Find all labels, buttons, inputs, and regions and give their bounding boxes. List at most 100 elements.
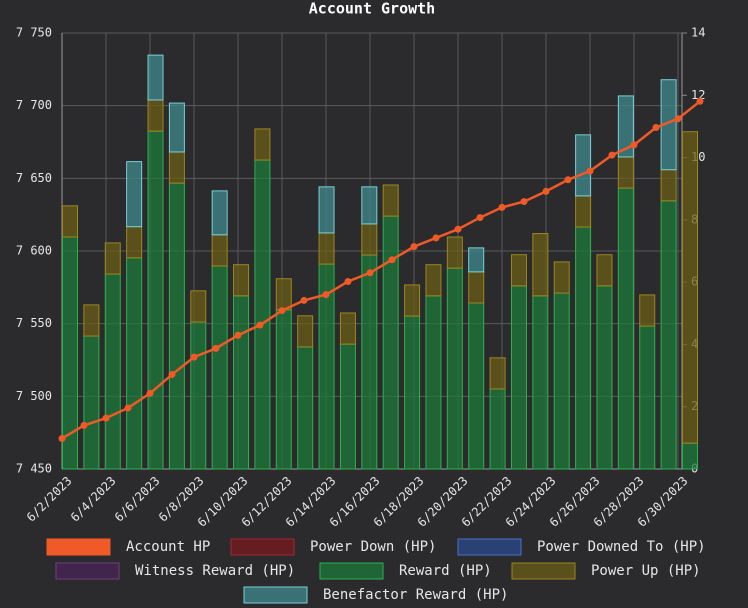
- legend-swatch: [230, 538, 295, 556]
- bar-segment: [297, 346, 314, 470]
- legend-swatch: [243, 586, 308, 604]
- bar-segment: [339, 343, 356, 470]
- line-point: [256, 321, 264, 329]
- legend-label: Power Down (HP): [310, 539, 436, 555]
- bar-segment: [254, 128, 271, 161]
- bar-segment: [575, 226, 592, 470]
- y2-tick-label: 14: [691, 26, 705, 40]
- line-point: [124, 404, 132, 412]
- bar-segment: [510, 285, 527, 470]
- y-tick-label: 7 700: [16, 98, 52, 112]
- bar-segment: [275, 278, 292, 311]
- bar-segment: [446, 267, 463, 470]
- line-point: [102, 414, 110, 422]
- bar-segment: [382, 184, 399, 217]
- bar-segment: [682, 442, 698, 470]
- legend-swatch: [319, 562, 384, 580]
- bar-segment: [233, 264, 250, 297]
- bar-segment: [553, 261, 570, 294]
- bar-segment: [62, 205, 78, 238]
- legend-label: Reward (HP): [399, 563, 492, 579]
- bar-segment: [104, 273, 121, 470]
- line-point: [58, 434, 66, 442]
- line-point: [674, 115, 682, 123]
- line-point: [80, 421, 88, 429]
- y-tick-label: 7 450: [16, 462, 52, 476]
- line-point: [608, 151, 616, 159]
- line-point: [190, 353, 198, 361]
- bar-segment: [83, 304, 100, 337]
- line-point: [410, 243, 418, 251]
- line-point: [586, 167, 594, 175]
- line-point: [696, 97, 704, 105]
- y-tick-label: 7 600: [16, 244, 52, 258]
- bar-segment: [489, 357, 506, 390]
- bar-segment: [168, 102, 185, 153]
- bar-segment: [425, 264, 442, 297]
- bar-segment: [553, 292, 570, 470]
- legend-label: Witness Reward (HP): [135, 563, 295, 579]
- bar-segment: [147, 54, 164, 101]
- bar-segment: [318, 186, 335, 234]
- bar-segment: [147, 130, 164, 470]
- line-point: [168, 371, 176, 379]
- bar-segment: [596, 285, 613, 470]
- bar-segment: [639, 325, 656, 470]
- bar-segment: [233, 295, 250, 470]
- y-tick-label: 7 500: [16, 389, 52, 403]
- bar-segment: [318, 232, 335, 265]
- bar-segment: [211, 265, 228, 470]
- bar-segment: [489, 388, 506, 470]
- chart-title: Account Growth: [309, 0, 435, 18]
- bar-segment: [382, 215, 399, 470]
- legend-swatch: [55, 562, 120, 580]
- y2-tick-label: 12: [691, 88, 705, 102]
- bar-segment: [361, 186, 378, 225]
- line-point: [652, 123, 660, 131]
- bar-segment: [83, 335, 100, 470]
- bar-segment: [639, 294, 656, 327]
- bar-segment: [468, 271, 485, 304]
- bar-segment: [575, 134, 592, 197]
- bar-segment: [575, 195, 592, 228]
- bar-segment: [168, 151, 185, 184]
- bar-segment: [190, 321, 207, 470]
- line-point: [212, 344, 220, 352]
- bar-segment: [660, 200, 677, 470]
- line-point: [146, 389, 154, 397]
- bar-segment: [404, 284, 421, 317]
- line-point: [542, 187, 550, 195]
- bar-segment: [147, 99, 164, 132]
- bar-segment: [617, 187, 634, 470]
- legend-label: Power Downed To (HP): [537, 539, 706, 555]
- bar-segment: [190, 290, 207, 323]
- legend-label: Power Up (HP): [591, 563, 701, 579]
- legend-label: Account HP: [126, 539, 210, 555]
- bar-segment: [104, 242, 121, 275]
- bar-segment: [446, 236, 463, 269]
- legend-swatch: [511, 562, 576, 580]
- line-point: [234, 331, 242, 339]
- bar-segment: [211, 234, 228, 267]
- line-point: [476, 214, 484, 222]
- line-point: [388, 256, 396, 264]
- bar-segment: [468, 247, 485, 273]
- line: [61, 100, 701, 440]
- line-point: [432, 234, 440, 242]
- bar-segment: [254, 159, 271, 470]
- line-point: [278, 307, 286, 315]
- bar-segment: [126, 161, 143, 228]
- y-tick-label: 7 650: [16, 171, 52, 185]
- legend-swatch: [46, 538, 111, 556]
- bar-segment: [617, 95, 634, 158]
- bar-segment: [168, 182, 185, 470]
- line-point: [366, 269, 374, 277]
- bar-segment: [425, 295, 442, 470]
- bar-segment: [211, 190, 228, 236]
- bar-segment: [660, 169, 677, 202]
- legend-label: Benefactor Reward (HP): [323, 587, 508, 603]
- bar-segment: [126, 226, 143, 259]
- line-point: [498, 203, 506, 211]
- line-point: [322, 291, 330, 299]
